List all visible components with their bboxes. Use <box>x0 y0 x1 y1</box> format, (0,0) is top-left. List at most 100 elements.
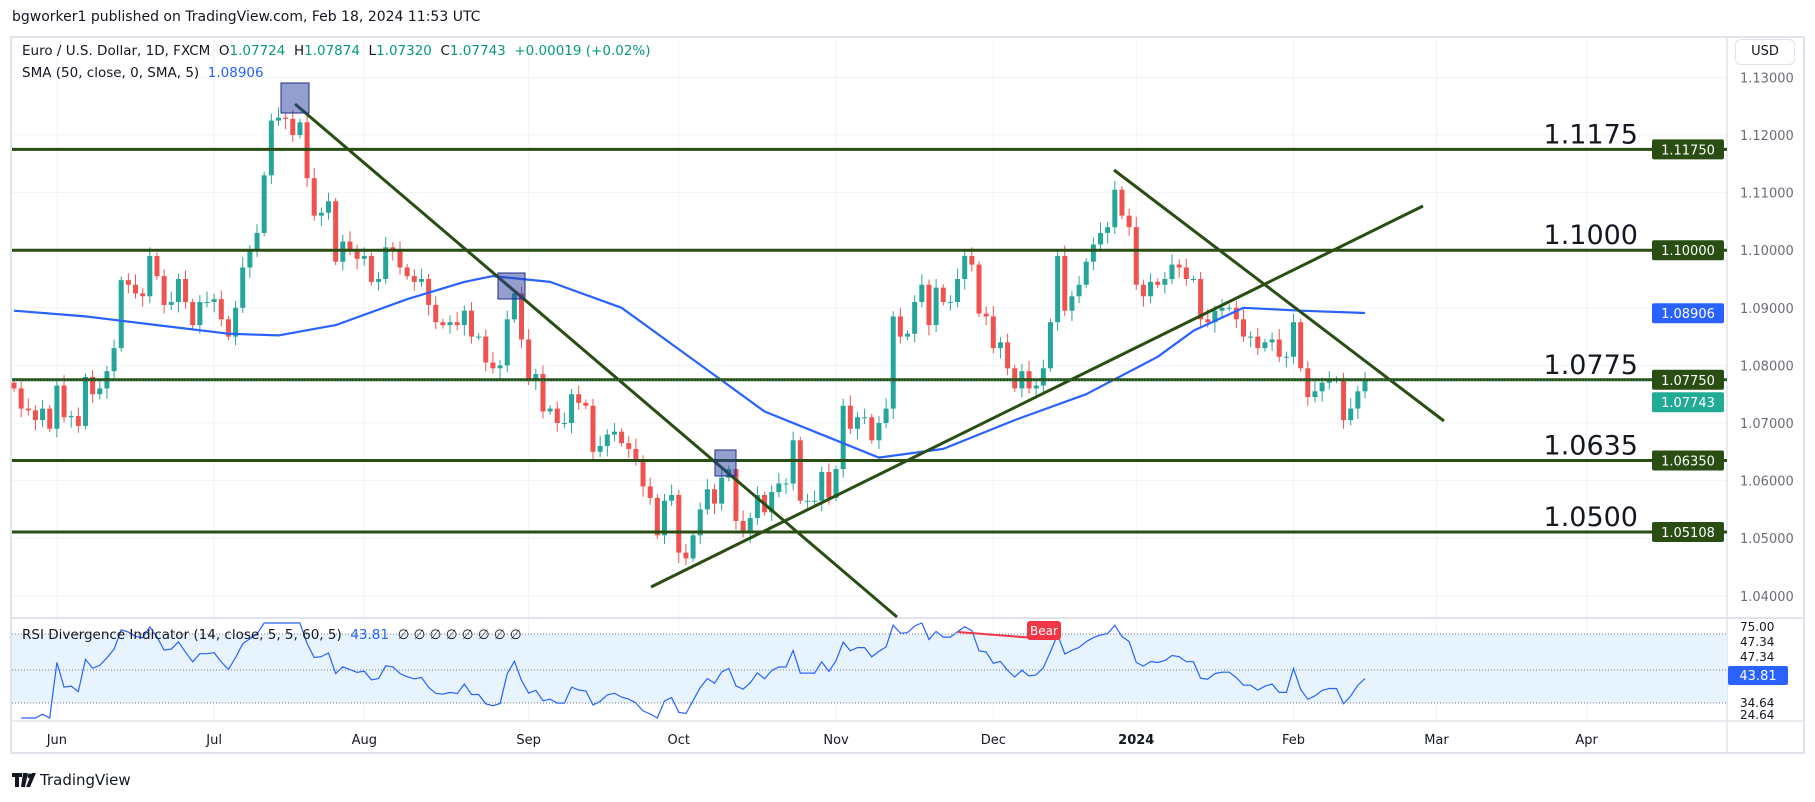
candle-body <box>275 117 281 121</box>
candle-body <box>955 279 961 303</box>
candle-body <box>933 287 939 326</box>
candle-body <box>1033 385 1039 389</box>
candle-body <box>540 374 546 412</box>
candle-body <box>1140 284 1146 297</box>
candle-body <box>819 471 825 501</box>
candle-body <box>440 322 446 326</box>
candle-body <box>11 382 17 389</box>
candle-body <box>890 316 896 409</box>
candle-body <box>1269 339 1275 343</box>
time-tick-label: Feb <box>1282 733 1305 748</box>
candle-body <box>776 483 782 493</box>
candle-body <box>840 405 846 470</box>
candle-body <box>61 385 67 418</box>
candle-body <box>997 342 1003 349</box>
rsi-label[interactable]: RSI Divergence Indicator (14, close, 5, … <box>22 627 342 643</box>
candle-body <box>1183 267 1189 279</box>
level-price-badge <box>1652 450 1724 471</box>
candle-body <box>90 376 96 395</box>
rsi-axis-label: 75.00 <box>1740 620 1774 634</box>
candle-body <box>40 408 46 421</box>
level-price-badge-text: 1.05108 <box>1661 526 1715 541</box>
candle-body <box>769 492 775 513</box>
candle-body <box>947 302 953 304</box>
sma-legend: SMA (50, close, 0, SMA, 5) 1.08906 <box>22 65 264 81</box>
currency-button[interactable]: USD <box>1735 39 1795 65</box>
time-tick-label: Oct <box>668 733 690 748</box>
open-value: 1.07724 <box>229 43 286 59</box>
candle-body <box>161 276 167 305</box>
rsi-axis-label: 47.34 <box>1740 650 1774 664</box>
candle-body <box>18 388 24 409</box>
candle-body <box>733 469 739 521</box>
bear-label-text: Bear <box>1030 624 1058 638</box>
level-text: 1.1175 <box>1544 119 1638 150</box>
candle-body <box>704 489 710 510</box>
level-text: 1.0635 <box>1544 430 1638 461</box>
candle-body <box>712 489 718 504</box>
high-label: H <box>293 43 305 59</box>
candle-body <box>383 247 389 279</box>
candle-body <box>333 201 339 262</box>
candle-body <box>604 434 610 447</box>
price-tick-label: 1.11000 <box>1740 187 1794 202</box>
candle-body <box>354 250 360 259</box>
candle-body <box>962 255 968 279</box>
time-tick-label: Jul <box>205 733 222 748</box>
candle-body <box>847 405 853 429</box>
time-tick-label: Nov <box>823 733 849 748</box>
candle-body <box>1083 261 1089 285</box>
candle-body <box>1248 336 1254 338</box>
candle-body <box>597 446 603 452</box>
candle-body <box>1283 356 1289 358</box>
trend-line <box>650 204 1424 589</box>
candle-body <box>1212 310 1218 323</box>
brand-name: TradingView <box>40 771 131 789</box>
candle-body <box>82 376 88 426</box>
rsi-value-badge <box>1728 666 1788 685</box>
sma-label[interactable]: SMA (50, close, 0, SMA, 5) <box>22 65 200 81</box>
candle-body <box>661 500 667 536</box>
candle-body <box>447 322 453 326</box>
candle-body <box>1262 342 1268 349</box>
candle-body <box>533 374 539 380</box>
candle-body <box>519 293 525 340</box>
candle-body <box>411 276 417 282</box>
candle-body <box>476 336 482 338</box>
candle-body <box>326 201 332 213</box>
candle-body <box>804 500 810 502</box>
candle-body <box>526 339 532 380</box>
price-tick-label: 1.04000 <box>1740 590 1794 605</box>
candle-body <box>133 284 139 294</box>
candle-body <box>862 417 868 419</box>
candle-body <box>175 279 181 303</box>
candle-body <box>25 408 31 411</box>
candle-body <box>376 279 382 282</box>
candle-body <box>647 486 653 498</box>
candle-body <box>969 255 975 265</box>
level-price-badge <box>1652 240 1724 261</box>
candle-body <box>361 255 367 259</box>
candle-body <box>854 417 860 429</box>
last-price-badge <box>1652 392 1724 413</box>
candle-body <box>976 264 982 314</box>
candle-body <box>418 279 424 282</box>
candle-body <box>283 117 289 119</box>
candle-body <box>147 255 153 297</box>
candle-body <box>1298 322 1304 369</box>
candle-body <box>511 293 517 320</box>
symbol-name[interactable]: Euro / U.S. Dollar, 1D, FXCM <box>22 43 211 59</box>
candle-body <box>940 287 946 303</box>
level-text: 1.0500 <box>1544 502 1638 533</box>
price-tick-label: 1.13000 <box>1740 71 1794 86</box>
level-price-badge-text: 1.11750 <box>1661 143 1715 158</box>
trend-line <box>294 102 898 619</box>
candle-body <box>1105 227 1111 233</box>
candle-body <box>626 443 632 449</box>
level-text: 1.0775 <box>1544 350 1638 381</box>
candle-body <box>554 408 560 423</box>
candle-body <box>1040 368 1046 386</box>
high-value: 1.07874 <box>304 43 360 59</box>
tradingview-logo[interactable]: TradingView <box>12 771 131 789</box>
